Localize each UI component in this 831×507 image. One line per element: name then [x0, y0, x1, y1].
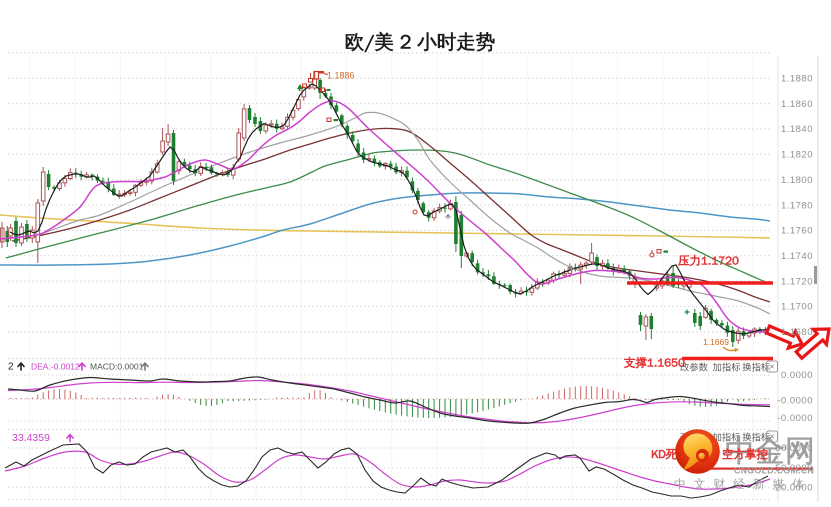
- svg-text:CNGOLD.COM.CN: CNGOLD.COM.CN: [734, 466, 814, 476]
- svg-text:换指标: 换指标: [742, 432, 770, 443]
- svg-text:1.1780: 1.1780: [781, 200, 813, 211]
- svg-text:1.1886: 1.1886: [327, 71, 355, 81]
- svg-text:1.1700: 1.1700: [781, 302, 813, 313]
- svg-text:2: 2: [8, 362, 14, 373]
- svg-text:®: ®: [783, 444, 789, 452]
- svg-text:1.1680: 1.1680: [781, 327, 813, 338]
- svg-text:×: ×: [769, 362, 774, 372]
- svg-text:改参数: 改参数: [680, 362, 709, 373]
- svg-text:MACD:0.0001: MACD:0.0001: [90, 362, 144, 372]
- svg-text:1.1820: 1.1820: [781, 150, 813, 161]
- svg-text:1.1720: 1.1720: [781, 276, 813, 287]
- svg-text:×: ×: [769, 432, 774, 442]
- svg-text:80.0000: 80.0000: [775, 443, 813, 454]
- svg-text:DEA:-0.0012: DEA:-0.0012: [31, 362, 80, 372]
- svg-text:加指标: 加指标: [713, 432, 741, 443]
- svg-text:1.1669: 1.1669: [703, 337, 729, 347]
- svg-text:加指标: 加指标: [713, 362, 741, 373]
- svg-text:1.1840: 1.1840: [781, 124, 813, 135]
- svg-text:1.1880: 1.1880: [781, 74, 813, 85]
- svg-text:20.0000: 20.0000: [775, 483, 813, 494]
- svg-text:33.4359: 33.4359: [12, 432, 50, 444]
- svg-text:1.1760: 1.1760: [781, 226, 813, 237]
- svg-text:1.1740: 1.1740: [781, 251, 813, 262]
- svg-text:换指标: 换指标: [742, 362, 770, 373]
- svg-text:0.0000: 0.0000: [781, 370, 813, 381]
- svg-text:1.1860: 1.1860: [781, 99, 813, 110]
- svg-text:-0.0000: -0.0000: [777, 413, 813, 424]
- svg-text:-0.0000: -0.0000: [777, 396, 813, 407]
- svg-text:1.1800: 1.1800: [781, 175, 813, 186]
